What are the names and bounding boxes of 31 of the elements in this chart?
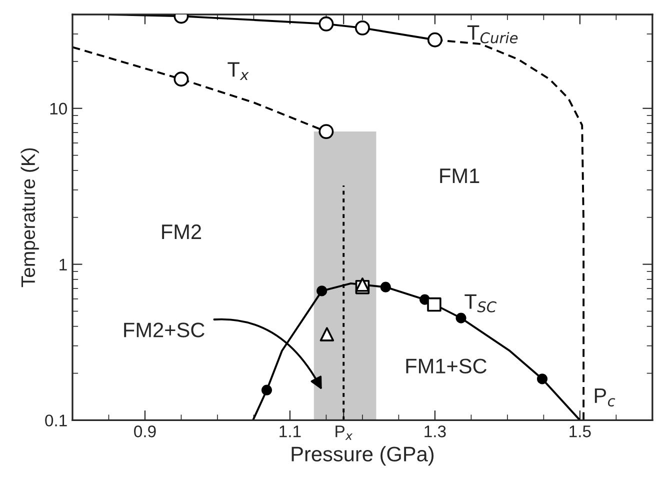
point [427,32,442,48]
annotation: T$_{x}$ [228,62,249,80]
point [355,278,370,292]
x-tick-label: 1.3 [424,426,446,438]
point [261,384,272,396]
y-tick-label: 0.1 [45,414,67,426]
y-tick-label: 1 [60,258,67,270]
x-tick-label: 0.9 [134,426,156,438]
annotation: FM1+SC [406,358,487,374]
x-tick-label: 1.1 [280,426,301,438]
annotation: FM1 [440,168,480,183]
point [456,312,466,324]
x-tick-label: 1.5 [570,426,591,438]
annotation: T$_{SC}$ [464,294,497,312]
point [320,327,334,342]
y-axis-title: Temperature (K) [20,148,39,288]
annotation: P$_{c}$ [594,388,616,406]
point [380,282,391,292]
x-axis-title: Pressure (GPa) [292,446,434,466]
point [174,72,189,87]
annotation: FM2 [162,224,202,239]
point [318,124,334,140]
point [427,297,442,312]
point [354,20,370,36]
annotation: FM2+SC [124,322,204,338]
annotation: T$_{Curie}$ [467,25,518,44]
y-tick-label: 10 [50,102,67,115]
point [536,374,548,384]
point [316,286,328,296]
x-tick-label: P$_{x}$ [336,426,353,440]
point [318,16,334,32]
